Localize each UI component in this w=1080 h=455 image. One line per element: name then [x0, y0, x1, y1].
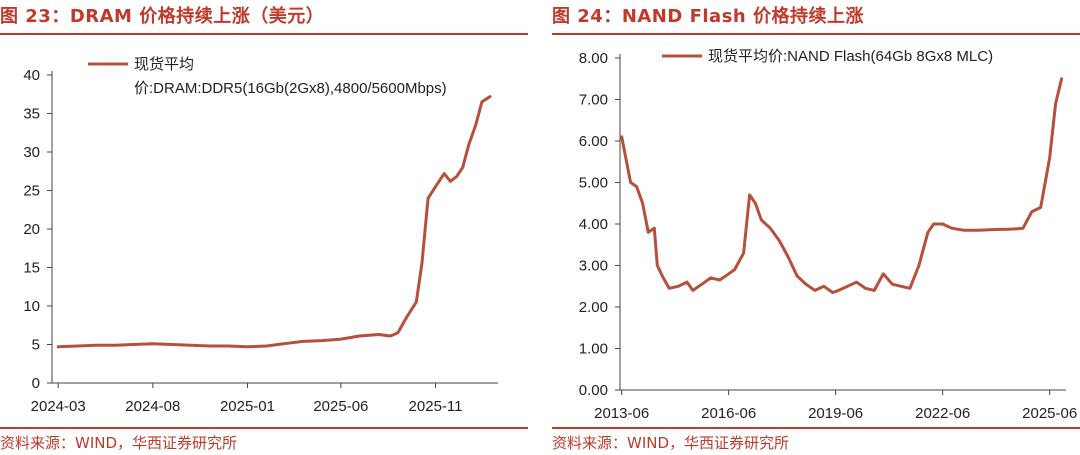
y-tick-label: 25 [23, 183, 40, 200]
y-tick-label: 40 [23, 67, 40, 84]
x-tick-label: 2013-06 [594, 405, 649, 422]
x-tick-label: 2025-06 [1022, 405, 1077, 422]
y-tick-label: 15 [23, 260, 40, 277]
chart-panel-nand: 图 24：NAND Flash 价格持续上涨 0.00 1.00 2.00 3.00 4… [552, 0, 1080, 455]
x-tick-label: 2022-06 [915, 405, 970, 422]
legend-label: 现货平均价:NAND Flash(64Gb 8Gx8 MLC) [708, 48, 993, 65]
series-line [620, 77, 1064, 294]
chart-panel-dram: 图 23：DRAM 价格持续上涨（美元） 0 5 10 15 20 25 30 35 40 202… [0, 0, 528, 455]
y-tick-label: 0.00 [579, 382, 608, 399]
chart-title: 图 23：DRAM 价格持续上涨（美元） [0, 6, 325, 27]
x-tick-label: 2024-03 [31, 398, 86, 415]
y-tick-label: 0 [32, 375, 40, 392]
legend-label: 现货平均 [134, 56, 194, 73]
y-tick-label: 5.00 [579, 175, 608, 192]
y-tick-label: 4.00 [579, 216, 608, 233]
y-tick-label: 7.00 [579, 92, 608, 109]
y-tick-label: 30 [23, 144, 40, 161]
dram-chart: 0 5 10 15 20 25 30 35 40 2024-03 2024-08 2025-01 202… [23, 56, 498, 415]
x-tick-label: 2016-06 [701, 405, 756, 422]
y-tick-label: 5 [32, 337, 40, 354]
y-tick-label: 3.00 [579, 258, 608, 275]
title-rule [552, 33, 1080, 35]
y-tick-label: 6.00 [579, 133, 608, 150]
title-rule [0, 33, 528, 35]
x-tick-label: 2025-06 [313, 398, 368, 415]
nand-chart: 0.00 1.00 2.00 3.00 4.00 5.00 6.00 7.00 8.00 2013… [579, 48, 1077, 422]
y-tick-label: 8.00 [579, 50, 608, 67]
y-tick-label: 10 [23, 298, 40, 315]
y-tick-label: 20 [23, 221, 40, 238]
series-line [56, 95, 492, 349]
legend-label: 价:DRAM:DDR5(16Gb(2Gx8),4800/5600Mbps) [134, 80, 447, 97]
source-rule [0, 427, 528, 429]
x-tick-label: 2019-06 [808, 405, 863, 422]
source-rule [552, 427, 1080, 429]
x-tick-label: 2025-01 [220, 398, 275, 415]
y-tick-label: 1.00 [579, 341, 608, 358]
chart-title: 图 24：NAND Flash 价格持续上涨 [552, 6, 864, 27]
x-tick-label: 2024-08 [125, 398, 180, 415]
y-tick-label: 2.00 [579, 299, 608, 316]
source-note: 资料来源：WIND，华西证券研究所 [552, 434, 790, 452]
source-note: 资料来源：WIND，华西证券研究所 [0, 434, 238, 452]
x-tick-label: 2025-11 [409, 398, 463, 415]
y-tick-label: 35 [23, 106, 40, 123]
